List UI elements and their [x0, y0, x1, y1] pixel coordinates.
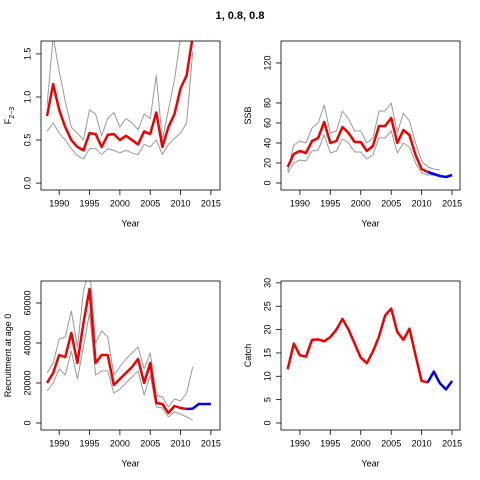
x-tick-label: 2005 [381, 198, 401, 208]
y-axis-label-text: Catch [243, 344, 253, 368]
x-tick-label: 2015 [201, 438, 221, 448]
plot-box [280, 40, 461, 191]
x-tick-label: 2000 [351, 198, 371, 208]
x-tick-label: 1995 [320, 198, 340, 208]
plot-box [280, 280, 461, 431]
y-tick-label: 0.5 [22, 134, 32, 147]
y-tick-label: 40 [262, 138, 272, 148]
x-axis-label: Year [361, 458, 379, 468]
x-tick-label: 1990 [290, 198, 310, 208]
y-tick-label: 80 [262, 98, 272, 108]
y-axis-label-text: Recruitment at age 0 [3, 314, 13, 398]
y-axis-label: Catch [243, 344, 253, 368]
y-axis-label-subscript: 2−3 [9, 107, 16, 119]
y-tick-label: 20000 [22, 370, 32, 395]
y-tick-label: 0 [262, 180, 272, 185]
x-tick-label: 2010 [171, 438, 191, 448]
y-tick-label: 0 [262, 420, 272, 425]
series-line [46, 52, 194, 160]
x-axis-label: Year [121, 458, 139, 468]
y-tick-label: 20 [262, 325, 272, 335]
x-tick-label: 2015 [442, 198, 462, 208]
y-tick-label: 0.0 [22, 177, 32, 190]
x-tick-label: 2010 [412, 198, 432, 208]
series-line [46, 312, 193, 421]
x-tick-label: 2000 [351, 438, 371, 448]
x-tick-label: 1995 [80, 198, 100, 208]
series-line [46, 281, 194, 408]
x-tick-label: 2005 [140, 438, 160, 448]
x-tick-label: 2005 [140, 198, 160, 208]
series-line [46, 287, 187, 415]
panel: 1990 1995 2000 2005 2010 2015 0 20000 40000 60000… [3, 280, 221, 468]
x-tick-label: 1995 [80, 438, 100, 448]
panel: 1990 1995 2000 2005 2010 2015 0.0 0.5 1.0 1.5 Year… [3, 40, 221, 228]
x-tick-label: 2010 [171, 198, 191, 208]
series-line [286, 307, 429, 384]
x-tick-label: 2015 [201, 198, 221, 208]
y-tick-label: 40000 [22, 330, 32, 355]
plot-box [40, 280, 221, 431]
y-axis-label-text: F [3, 118, 13, 124]
x-tick-label: 1995 [320, 438, 340, 448]
y-axis-label: SSB [243, 106, 253, 124]
series-line [45, 41, 194, 152]
series-line [46, 41, 181, 141]
panel: 1990 1995 2000 2005 2010 2015 0 5 10 15 20 25 30 Year… [243, 278, 462, 469]
y-tick-label: 1.0 [22, 91, 32, 104]
x-tick-label: 1990 [290, 438, 310, 448]
y-tick-label: 60 [262, 118, 272, 128]
x-axis-label: Year [121, 218, 139, 228]
y-axis-label: Recruitment at age 0 [3, 314, 13, 398]
y-tick-label: 1.5 [22, 48, 32, 61]
y-axis-label: F2−3 [3, 107, 15, 124]
series-line [186, 402, 211, 411]
y-axis-label-text: SSB [243, 106, 253, 124]
figure-title: 1, 0.8, 0.8 [216, 10, 265, 22]
series-line [287, 130, 440, 177]
y-tick-label: 15 [262, 348, 272, 358]
y-tick-label: 30 [262, 278, 272, 288]
x-axis-label: Year [361, 218, 379, 228]
x-tick-label: 2005 [381, 438, 401, 448]
panel: 1990 1995 2000 2005 2010 2015 0 20 40 60 80 120 Year… [243, 40, 462, 228]
y-tick-label: 60000 [22, 290, 32, 315]
x-tick-label: 2000 [110, 198, 130, 208]
y-tick-label: 5 [262, 397, 272, 402]
x-tick-label: 2010 [412, 438, 432, 448]
plot-box [40, 40, 221, 191]
series-line [286, 116, 429, 174]
y-tick-label: 0 [22, 420, 32, 425]
y-tick-label: 120 [262, 55, 272, 70]
x-tick-label: 1990 [49, 198, 69, 208]
y-tick-label: 10 [262, 371, 272, 381]
x-tick-label: 1990 [49, 438, 69, 448]
y-tick-label: 25 [262, 301, 272, 311]
x-tick-label: 2015 [442, 438, 462, 448]
y-tick-label: 20 [262, 158, 272, 168]
x-tick-label: 2000 [110, 438, 130, 448]
series-line [426, 370, 454, 391]
series-line [287, 102, 440, 172]
series-line [427, 170, 453, 179]
